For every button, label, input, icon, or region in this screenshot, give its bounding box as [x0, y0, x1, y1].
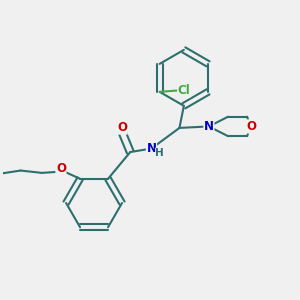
Text: H: H	[155, 148, 164, 158]
Text: Cl: Cl	[178, 84, 190, 97]
Text: O: O	[56, 162, 66, 175]
Text: O: O	[117, 121, 127, 134]
Text: N: N	[146, 142, 157, 155]
Text: O: O	[247, 120, 256, 133]
Text: N: N	[204, 120, 214, 133]
